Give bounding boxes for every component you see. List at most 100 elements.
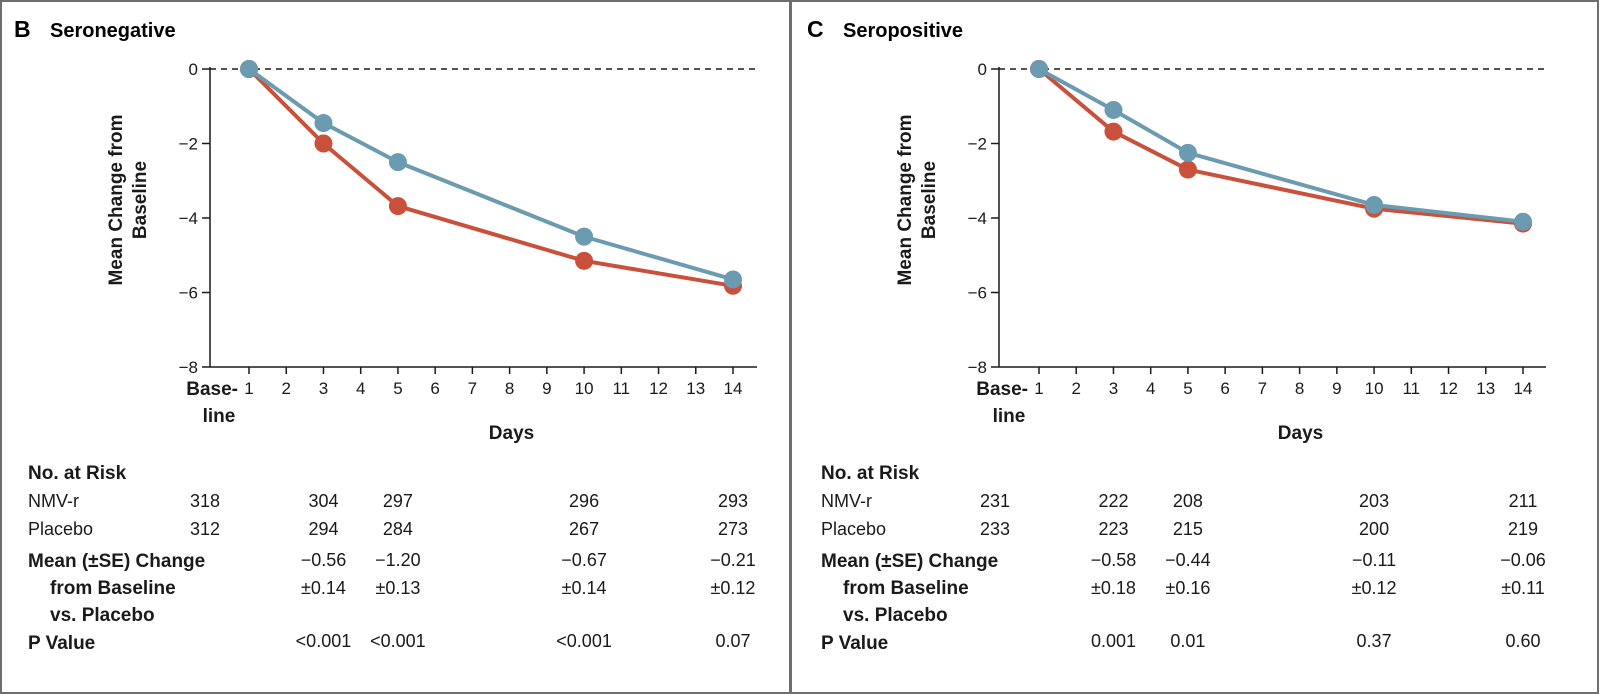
y-tick-label: −8 [968, 358, 987, 377]
y-tick-label: 0 [189, 60, 198, 79]
y-axis-title: Mean Change from Baseline [106, 114, 151, 285]
risk-count: 273 [718, 519, 748, 539]
risk-row-label: Placebo [28, 519, 93, 539]
mean-change-label-2: from Baseline [843, 578, 969, 599]
risk-count: 211 [1509, 491, 1538, 511]
mean-change-value: −0.67 [561, 550, 607, 570]
x-tick-label: 7 [1258, 379, 1267, 398]
se-value: ±0.16 [1165, 578, 1210, 598]
y-tick-label: −8 [179, 358, 198, 377]
mean-change-label-3: vs. Placebo [50, 605, 155, 626]
x-axis-title: Days [489, 423, 534, 444]
risk-count: 304 [308, 491, 338, 511]
x-tick-label: 6 [1220, 379, 1229, 398]
placebo-point [388, 197, 407, 216]
mean-change-label-3: vs. Placebo [843, 605, 948, 626]
nmvr-series-line [247, 67, 734, 282]
placebo-series-line [247, 67, 734, 288]
placebo-point [575, 251, 594, 270]
placebo-point [1178, 160, 1197, 179]
mean-change-label: Mean (±SE) Change [28, 551, 205, 572]
x-tick-label: 10 [1365, 379, 1384, 398]
panel-title: Seropositive [843, 20, 963, 42]
y-tick-label: −2 [968, 135, 987, 154]
x-tick-label: 10 [575, 379, 594, 398]
p-value: <0.001 [556, 631, 612, 651]
mean-change-label-2: from Baseline [50, 578, 176, 599]
nmvr-point [1178, 143, 1197, 162]
x-tick-label: 12 [1439, 379, 1458, 398]
mean-change-value: −0.11 [1352, 550, 1396, 570]
risk-count: 294 [308, 519, 338, 539]
x-tick-label: 4 [356, 379, 365, 398]
p-value-label: P Value [28, 633, 95, 654]
x-tick-label: 1 [1034, 379, 1043, 398]
y-tick-label: 0 [978, 60, 987, 79]
p-value: 0.37 [1357, 631, 1392, 651]
x-tick-label: 13 [1476, 379, 1495, 398]
se-value: ±0.14 [301, 578, 346, 598]
risk-count: 267 [569, 519, 599, 539]
risk-count: 233 [980, 519, 1010, 539]
p-value: 0.07 [715, 631, 750, 651]
p-value: 0.60 [1505, 631, 1540, 651]
x-tick-label: 8 [1295, 379, 1304, 398]
risk-count: 297 [383, 491, 413, 511]
y-axis-title: Mean Change from Baseline [895, 114, 940, 285]
se-value: ±0.11 [1501, 578, 1545, 598]
risk-count: 200 [1359, 519, 1389, 539]
mean-change-value: −0.58 [1091, 550, 1137, 570]
se-value: ±0.12 [1352, 578, 1397, 598]
x-tick-label: 5 [393, 379, 402, 398]
baseline-tick-label: Base- [976, 379, 1028, 400]
placebo-point [1104, 122, 1123, 141]
mean-change-value: −0.56 [301, 550, 347, 570]
nmvr-point [575, 227, 594, 246]
risk-count: 222 [1098, 491, 1128, 511]
risk-count: 223 [1098, 519, 1128, 539]
risk-count: 293 [718, 491, 748, 511]
x-tick-label: 5 [1183, 379, 1192, 398]
x-tick-label: 9 [542, 379, 551, 398]
mean-change-value: −0.06 [1500, 550, 1546, 570]
p-value-label: P Value [821, 633, 888, 654]
risk-count: 284 [383, 519, 413, 539]
y-tick-label: −4 [968, 209, 987, 228]
x-tick-label: 2 [281, 379, 290, 398]
x-tick-label: 11 [612, 379, 630, 398]
p-value: 0.001 [1091, 631, 1136, 651]
se-value: ±0.14 [562, 578, 607, 598]
nmvr-point [1030, 60, 1048, 78]
x-tick-label: 8 [505, 379, 514, 398]
x-tick-label: 7 [468, 379, 477, 398]
x-tick-label: 3 [1109, 379, 1118, 398]
baseline-tick-label-line2: line [993, 406, 1026, 427]
placebo-point [314, 134, 333, 153]
risk-count: 318 [190, 491, 220, 511]
risk-count: 219 [1508, 519, 1538, 539]
p-value: 0.01 [1170, 631, 1205, 651]
x-tick-label: 11 [1402, 379, 1420, 398]
risk-count: 208 [1173, 491, 1203, 511]
nmvr-point [724, 270, 742, 289]
x-tick-label: 4 [1146, 379, 1155, 398]
y-tick-label: −4 [179, 209, 198, 228]
se-value: ±0.13 [375, 578, 420, 598]
x-tick-label: 12 [649, 379, 668, 398]
nmvr-point [314, 114, 333, 133]
p-value: <0.001 [296, 631, 352, 651]
nmvr-point [1104, 100, 1123, 119]
risk-row-label: NMV-r [821, 491, 872, 511]
x-tick-label: 14 [724, 379, 743, 398]
placebo-series-line [1037, 67, 1524, 226]
mean-change-value: −1.20 [375, 550, 421, 570]
nmvr-point [1514, 212, 1532, 231]
risk-count: 203 [1359, 491, 1389, 511]
y-tick-label: −2 [179, 135, 198, 154]
p-value: <0.001 [370, 631, 426, 651]
risk-count: 215 [1173, 519, 1203, 539]
panel-title: Seronegative [50, 20, 176, 42]
